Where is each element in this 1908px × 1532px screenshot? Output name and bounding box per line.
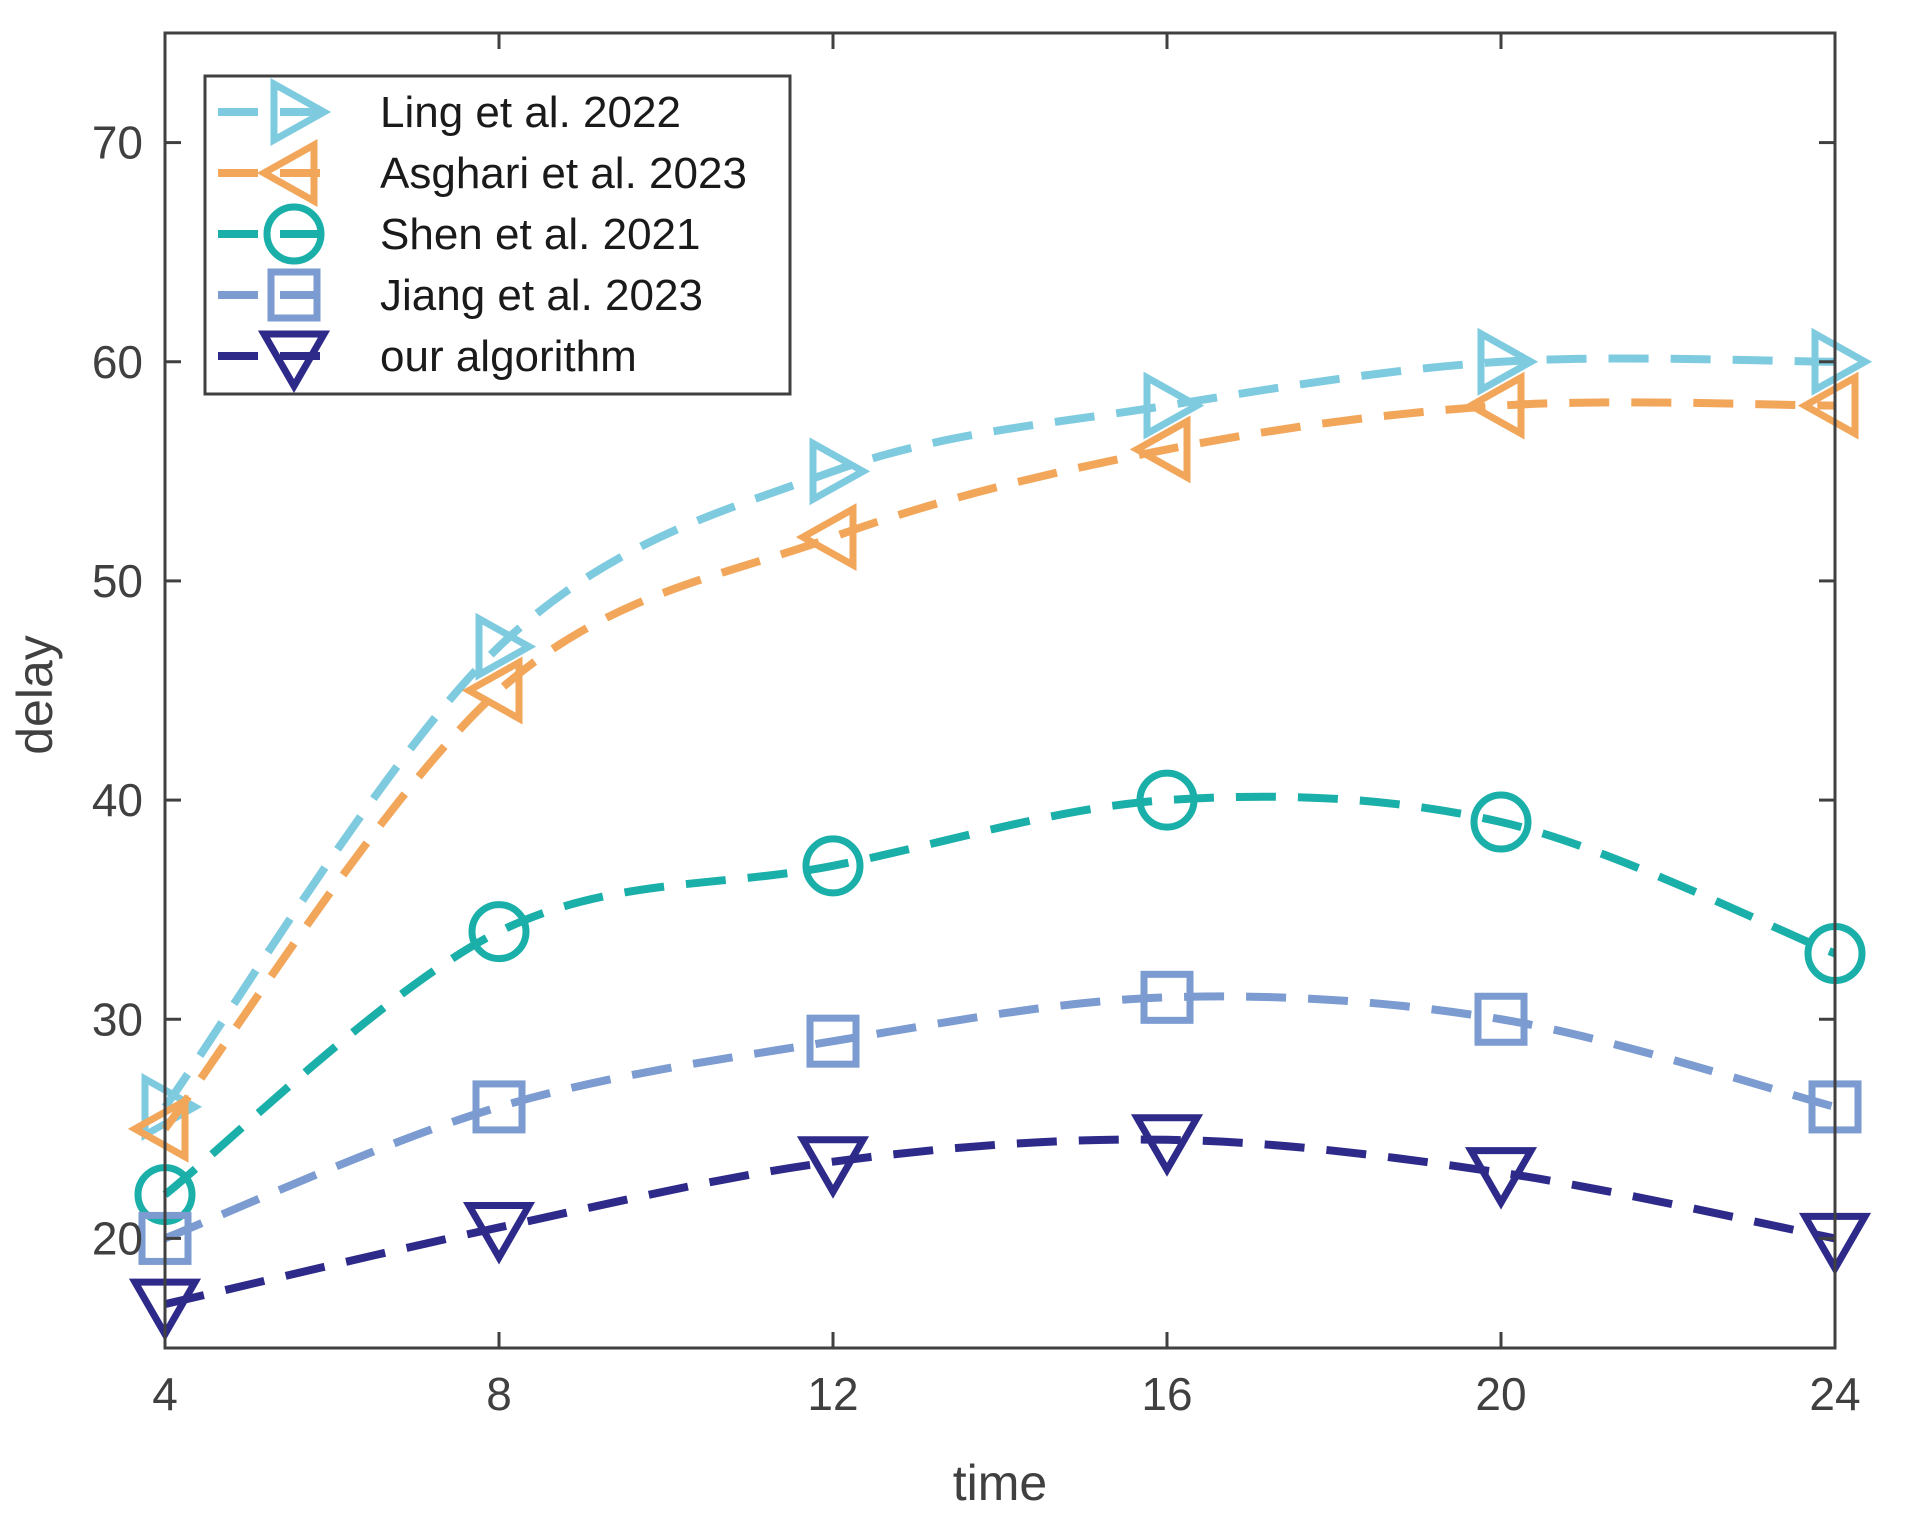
series-line [161,354,1836,1110]
x-tick-label: 12 [807,1368,858,1420]
data-point [1464,1147,1538,1210]
series-line [163,992,1837,1243]
data-point [1477,327,1539,396]
data-point [127,1094,189,1163]
tick-layer: 4 8 12 16 20 24 20 30 40 50 60 70 [92,33,1861,1420]
data-point [1463,371,1525,440]
x-tick-label: 20 [1475,1368,1526,1420]
y-tick-label: 70 [92,117,143,169]
legend-marker [263,203,325,265]
data-point [795,503,857,572]
data-point [1797,371,1859,440]
data-point [809,437,871,506]
data-point [1129,415,1191,484]
legend-entry: Shen et al. 2021 [218,203,700,265]
legend-label: Asghari et al. 2023 [380,149,747,198]
y-tick-label: 30 [92,993,143,1045]
x-axis-label: time [953,1455,1047,1511]
data-point [1811,327,1873,396]
data-point [1474,992,1528,1046]
series-layer [127,327,1873,1342]
data-point [1140,970,1194,1024]
data-point [806,1014,860,1068]
x-tick-label: 24 [1809,1368,1860,1420]
data-point [472,1080,526,1134]
y-tick-label: 60 [92,336,143,388]
data-point [462,1201,536,1265]
legend-marker [257,330,331,394]
legend-label: our algorithm [380,332,637,381]
data-point [475,612,537,681]
series-line [164,1135,1836,1309]
x-tick-label: 16 [1141,1368,1192,1420]
legend-entry: Jiang et al. 2023 [218,268,703,322]
y-axis-label: delay [7,635,63,755]
legend-label: Ling et al. 2022 [380,88,681,137]
data-point [1130,1114,1204,1177]
y-tick-label: 50 [92,555,143,607]
data-point [802,835,864,897]
legend-marker [256,139,318,207]
y-tick-label: 40 [92,774,143,826]
data-point [1136,769,1198,831]
legend-marker [270,78,332,146]
series-line [162,792,1837,1198]
legend-marker [267,268,321,322]
x-tick-label: 4 [152,1368,178,1420]
data-point [468,901,530,963]
data-point [1470,791,1532,853]
legend-label: Jiang et al. 2023 [380,271,703,320]
legend: Ling et al. 2022 Asghari et al. 2023 Shen … [203,74,792,396]
legend-entry: our algorithm [218,330,637,394]
plot-frame [163,31,1837,1350]
data-point [1143,371,1205,440]
series-line [161,398,1836,1132]
legend-entry: Asghari et al. 2023 [218,139,747,207]
legend-entry: Ling et al. 2022 [218,78,681,146]
series-0 [141,327,1873,1141]
series-1 [127,371,1859,1163]
data-point [796,1136,870,1199]
data-point [461,656,523,725]
legend-label: Shen et al. 2021 [380,210,700,259]
y-tick-label: 20 [92,1212,143,1264]
x-tick-label: 8 [486,1368,512,1420]
